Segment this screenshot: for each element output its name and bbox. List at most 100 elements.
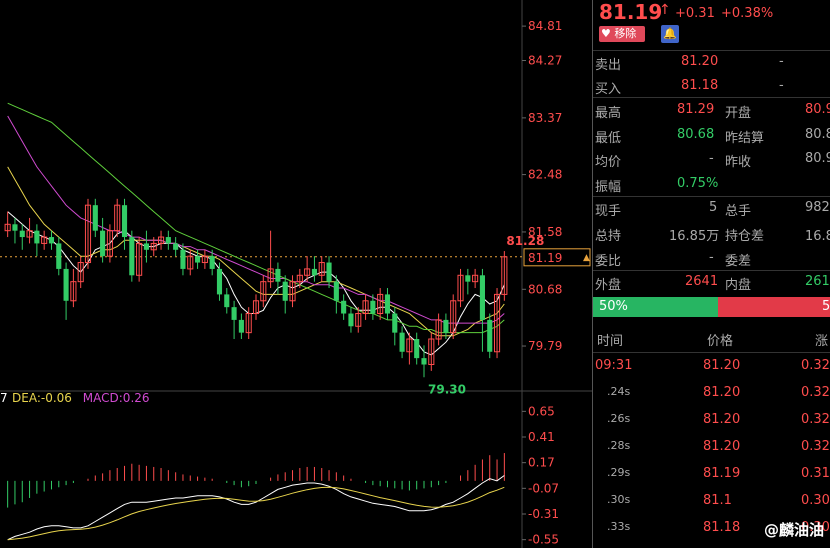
- candle-body: [92, 205, 98, 231]
- price-axis-tick: 84.27: [528, 54, 562, 68]
- separator: [593, 269, 830, 271]
- candle-body: [216, 268, 223, 295]
- candle-body: [435, 319, 442, 340]
- candle-body: [26, 230, 33, 238]
- bid-price: 81.18: [681, 78, 719, 93]
- tick-price: 81.19: [703, 466, 741, 481]
- stat-label: 总手: [725, 204, 752, 220]
- candle-body: [501, 256, 508, 295]
- stat-label: 均价: [595, 155, 622, 171]
- candle-body: [304, 268, 311, 276]
- panel-divider: [592, 0, 593, 548]
- candle-body: [428, 338, 435, 366]
- ma-line-ma20: [7, 115, 505, 324]
- candle-body: [267, 268, 274, 283]
- tick-price: 81.1: [703, 493, 732, 508]
- tick-change: 0.32: [801, 358, 830, 373]
- candle-body: [195, 256, 201, 263]
- candle-body: [443, 319, 449, 333]
- tick-time: .29s: [607, 466, 631, 479]
- candle-body: [275, 268, 281, 282]
- buy-ratio-bar: 50%: [593, 297, 718, 317]
- candle-body: [457, 274, 464, 302]
- stats-row: 均价 - 昨收 80.9: [593, 147, 830, 171]
- ask-row: 卖出 81.20 -: [593, 50, 830, 74]
- candle-body: [472, 274, 479, 283]
- tick-change: 0.32: [801, 385, 830, 400]
- candle-body: [224, 294, 230, 308]
- candle-body: [399, 332, 405, 352]
- candle-body: [106, 230, 113, 257]
- candle-body: [414, 339, 420, 359]
- price-chart-area[interactable]: 84.81 84.27 83.37 82.48 81.58 80.68 79.79 81.19…: [0, 0, 592, 548]
- stats-row: 委比 - 委差: [593, 246, 830, 270]
- quote-panel: 81.19 ↑ +0.31 +0.38% ♥ 移除 🔔 卖出 81.20 - 买…: [593, 0, 830, 548]
- remove-watchlist-button[interactable]: ♥ 移除: [599, 26, 645, 42]
- tick-row[interactable]: .29s 81.19 0.31: [593, 464, 830, 488]
- candle-body: [114, 204, 121, 232]
- stat-value: 0.75%: [677, 175, 719, 191]
- candle-body: [487, 319, 493, 352]
- tick-row[interactable]: .26s 81.20 0.32: [593, 410, 830, 434]
- tick-row[interactable]: .33s 81.18 0.30: [593, 518, 830, 542]
- macd-legend-item: 7: [0, 391, 8, 405]
- tick-row[interactable]: .24s 81.20 0.32: [593, 383, 830, 407]
- stat-value: 81.29: [677, 102, 715, 117]
- tick-price: 81.18: [703, 520, 741, 535]
- candle-body: [48, 237, 55, 244]
- candle-body: [355, 313, 362, 327]
- stat-label: 内盘: [725, 278, 752, 294]
- tick-change: 0.30: [801, 520, 830, 535]
- tick-row[interactable]: 09:31 81.20 0.32: [593, 356, 830, 380]
- separator: [593, 97, 830, 98]
- stat-value: 80.9: [805, 151, 830, 167]
- candle-body: [245, 313, 252, 334]
- price-axis-tick: 80.68: [528, 282, 562, 296]
- tick-time: .28s: [607, 439, 631, 452]
- candle-body: [56, 243, 62, 269]
- stats-row: 外盘 2641 内盘 261: [593, 270, 830, 294]
- ask-volume: -: [779, 54, 784, 69]
- alert-bell-button[interactable]: 🔔: [661, 25, 679, 43]
- stats-row: 最高 81.29 开盘 80.9: [593, 98, 830, 122]
- tick-row[interactable]: .28s 81.20 0.32: [593, 437, 830, 461]
- stat-label: 昨结算: [725, 130, 765, 146]
- stat-label: 最低: [595, 130, 622, 146]
- ticks-header-time: 时间: [597, 334, 624, 349]
- stat-value: 261: [805, 274, 830, 290]
- stat-value: 80.9: [805, 102, 830, 117]
- macd-legend-item: DEA:-0.06: [12, 391, 72, 405]
- high-marker: 81.28: [506, 234, 544, 248]
- tick-row[interactable]: .30s 81.1 0.30: [593, 491, 830, 515]
- macd-axis-tick: -0.07: [528, 481, 559, 495]
- current-price-arrow-icon: ▲: [583, 253, 590, 263]
- tick-price: 81.20: [703, 439, 741, 454]
- candle-body: [209, 256, 215, 269]
- price-axis-tick: 84.81: [528, 19, 562, 33]
- stat-value: -: [709, 151, 714, 167]
- candle-body: [150, 242, 157, 251]
- candle-body: [180, 249, 186, 269]
- arrow-up-icon: ↑: [659, 2, 671, 18]
- candle-body: [326, 262, 332, 282]
- stats-row: 振幅 0.75%: [593, 172, 830, 196]
- bid-row: 买入 81.18 -: [593, 74, 830, 98]
- candle-body: [41, 236, 48, 244]
- candle-body: [136, 242, 143, 276]
- tick-time: .24s: [607, 385, 631, 398]
- stat-value: 16.85万: [805, 229, 830, 244]
- tick-change: 0.32: [801, 412, 830, 427]
- stat-value: 80.8: [805, 126, 830, 142]
- candle-body: [465, 275, 471, 282]
- candle-body: [84, 204, 92, 264]
- tick-change: 0.32: [801, 439, 830, 454]
- candle-body: [348, 313, 354, 327]
- bid-label: 买入: [595, 82, 622, 97]
- candlestick-chart[interactable]: 84.81 84.27 83.37 82.48 81.58 80.68 79.79 81.19…: [0, 0, 592, 548]
- current-price-label: 81.19: [528, 251, 562, 265]
- candle-body: [143, 243, 149, 250]
- candle-body: [370, 300, 376, 314]
- price-change: +0.31: [675, 6, 715, 21]
- ticks-header-price: 价格: [707, 334, 734, 349]
